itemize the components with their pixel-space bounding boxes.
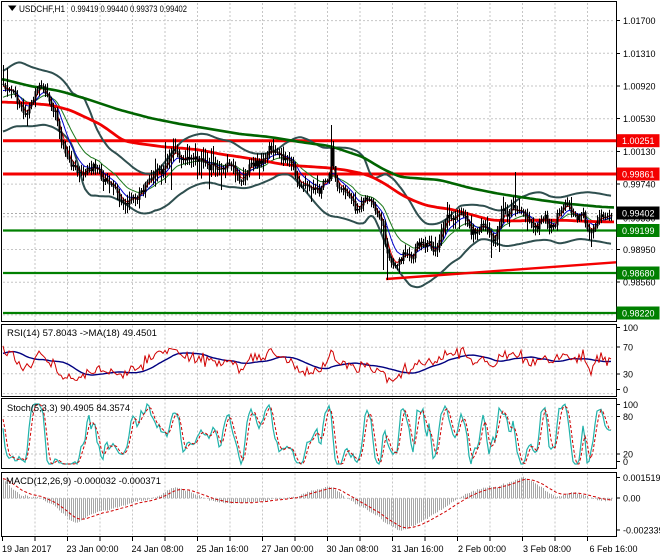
- svg-text:0.99402: 0.99402: [622, 209, 655, 219]
- svg-text:25 Jan 16:00: 25 Jan 16:00: [196, 544, 248, 554]
- svg-text:Stoch(5,3,3) 90.4905 84.3574: Stoch(5,3,3) 90.4905 84.3574: [7, 403, 130, 414]
- svg-text:30 Jan 08:00: 30 Jan 08:00: [326, 544, 378, 554]
- svg-text:1.00530: 1.00530: [623, 114, 656, 124]
- svg-text:0.99419 0.99440 0.99373 0.9940: 0.99419 0.99440 0.99373 0.99402: [71, 4, 187, 15]
- svg-text:27 Jan 00:00: 27 Jan 00:00: [261, 544, 313, 554]
- svg-text:80: 80: [623, 412, 633, 422]
- svg-text:70: 70: [623, 343, 633, 353]
- svg-text:MACD(12,26,9) -0.000032 -0.000: MACD(12,26,9) -0.000032 -0.000371: [6, 476, 161, 487]
- svg-text:31 Jan 16:00: 31 Jan 16:00: [391, 544, 443, 554]
- svg-text:100: 100: [623, 400, 638, 410]
- svg-text:0.98950: 0.98950: [623, 245, 656, 255]
- svg-text:24 Jan 08:00: 24 Jan 08:00: [131, 544, 183, 554]
- svg-text:RSI(14) 57.8043 ->MA(18) 49.4: RSI(14) 57.8043 ->MA(18) 49.4501: [7, 328, 157, 339]
- svg-text:0.98560: 0.98560: [623, 278, 656, 288]
- svg-text:1.00130: 1.00130: [623, 147, 656, 157]
- svg-text:0.98680: 0.98680: [622, 269, 655, 279]
- svg-text:2 Feb 00:00: 2 Feb 00:00: [458, 544, 506, 554]
- svg-text:20: 20: [623, 450, 633, 460]
- svg-text:1.00251: 1.00251: [622, 136, 655, 146]
- svg-text:0: 0: [623, 457, 628, 467]
- svg-text:19 Jan 2017: 19 Jan 2017: [2, 544, 52, 554]
- svg-text:30: 30: [623, 369, 633, 379]
- svg-text:1.01700: 1.01700: [623, 16, 656, 26]
- svg-text:6 Feb 16:00: 6 Feb 16:00: [589, 544, 637, 554]
- svg-text:0.99861: 0.99861: [622, 170, 655, 180]
- svg-text:0.98220: 0.98220: [622, 309, 655, 319]
- svg-text:0.001519: 0.001519: [623, 473, 660, 483]
- svg-text:1.00920: 1.00920: [623, 82, 656, 92]
- svg-text:1.01310: 1.01310: [623, 49, 656, 59]
- svg-text:-0.002339: -0.002339: [623, 526, 660, 536]
- svg-text:3 Feb 08:00: 3 Feb 08:00: [523, 544, 571, 554]
- svg-text:0.00: 0.00: [623, 494, 641, 504]
- svg-text:0.99199: 0.99199: [622, 226, 655, 236]
- svg-text:23 Jan 00:00: 23 Jan 00:00: [66, 544, 118, 554]
- svg-text:0: 0: [623, 385, 628, 395]
- svg-text:100: 100: [623, 323, 638, 333]
- svg-text:0.99740: 0.99740: [623, 180, 656, 190]
- svg-text:USDCHF,H1: USDCHF,H1: [19, 4, 65, 15]
